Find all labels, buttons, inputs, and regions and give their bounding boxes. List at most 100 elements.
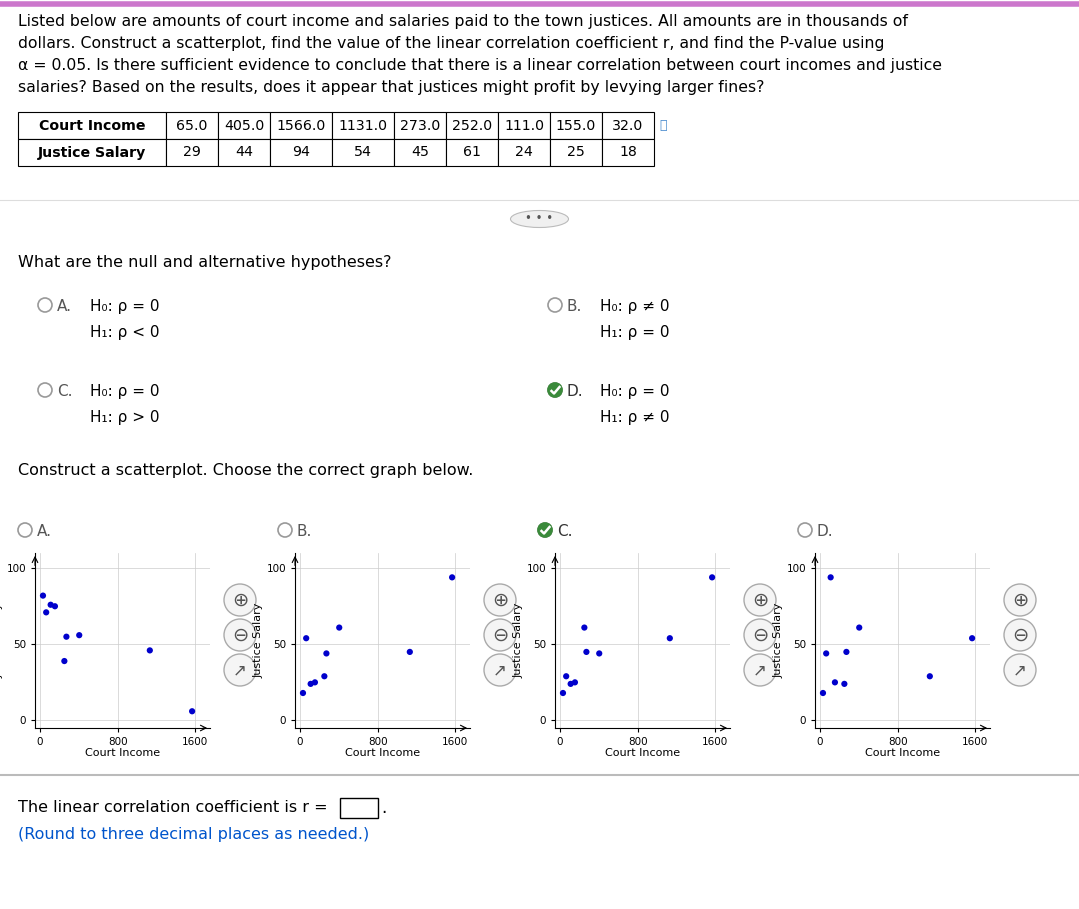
Bar bbox=[218, 139, 270, 166]
Text: 155.0: 155.0 bbox=[556, 118, 596, 133]
Point bbox=[704, 570, 721, 584]
Bar bbox=[218, 112, 270, 139]
Text: H₀: ρ = 0: H₀: ρ = 0 bbox=[90, 384, 160, 399]
Bar bbox=[270, 112, 332, 139]
X-axis label: Court Income: Court Income bbox=[605, 748, 680, 758]
Ellipse shape bbox=[510, 211, 569, 227]
Circle shape bbox=[745, 584, 776, 616]
Point bbox=[827, 675, 844, 690]
Text: ⊖: ⊖ bbox=[752, 625, 768, 644]
Text: 94: 94 bbox=[292, 145, 310, 159]
Bar bbox=[602, 139, 654, 166]
Circle shape bbox=[1003, 619, 1036, 651]
Bar bbox=[18, 139, 166, 166]
Bar bbox=[602, 112, 654, 139]
Circle shape bbox=[548, 383, 562, 397]
Text: (Round to three decimal places as needed.): (Round to three decimal places as needed… bbox=[18, 827, 369, 842]
Text: Justice Salary: Justice Salary bbox=[38, 145, 146, 159]
Text: B.: B. bbox=[566, 299, 583, 314]
Point bbox=[56, 654, 73, 668]
Text: Listed below are amounts of court income and salaries paid to the town justices.: Listed below are amounts of court income… bbox=[18, 14, 909, 29]
Text: C.: C. bbox=[57, 384, 72, 399]
Point bbox=[401, 644, 419, 659]
Point bbox=[295, 685, 312, 700]
Point bbox=[316, 669, 333, 684]
Text: D.: D. bbox=[566, 384, 584, 399]
Text: 29: 29 bbox=[183, 145, 201, 159]
Y-axis label: Justice Salary: Justice Salary bbox=[0, 603, 3, 678]
Point bbox=[555, 685, 572, 700]
Text: 32.0: 32.0 bbox=[613, 118, 644, 133]
Text: H₁: ρ ≠ 0: H₁: ρ ≠ 0 bbox=[600, 410, 669, 425]
Text: H₀: ρ = 0: H₀: ρ = 0 bbox=[90, 299, 160, 314]
Bar bbox=[332, 139, 394, 166]
Text: H₀: ρ = 0: H₀: ρ = 0 bbox=[600, 384, 669, 399]
Text: Construct a scatterplot. Choose the correct graph below.: Construct a scatterplot. Choose the corr… bbox=[18, 463, 474, 478]
Point bbox=[566, 675, 584, 690]
Text: 45: 45 bbox=[411, 145, 429, 159]
Bar bbox=[166, 112, 218, 139]
Bar bbox=[332, 112, 394, 139]
Bar bbox=[498, 112, 550, 139]
Point bbox=[141, 644, 159, 658]
Text: ↗: ↗ bbox=[493, 661, 507, 679]
Bar bbox=[394, 139, 446, 166]
Text: 273.0: 273.0 bbox=[400, 118, 440, 133]
Text: ⊖: ⊖ bbox=[492, 625, 508, 644]
Text: ⊕: ⊕ bbox=[492, 591, 508, 610]
Point bbox=[318, 646, 336, 661]
Text: 252.0: 252.0 bbox=[452, 118, 492, 133]
Text: ⊕: ⊕ bbox=[232, 591, 248, 610]
Text: dollars. Construct a scatterplot, find the value of the linear correlation coeff: dollars. Construct a scatterplot, find t… bbox=[18, 36, 885, 51]
Point bbox=[42, 597, 59, 612]
Point bbox=[818, 646, 835, 661]
Text: A.: A. bbox=[37, 524, 52, 539]
Circle shape bbox=[224, 619, 256, 651]
Circle shape bbox=[745, 654, 776, 686]
Bar bbox=[550, 112, 602, 139]
X-axis label: Court Income: Court Income bbox=[865, 748, 940, 758]
Point bbox=[576, 620, 593, 634]
Bar bbox=[498, 139, 550, 166]
Point bbox=[443, 570, 461, 584]
Bar bbox=[270, 139, 332, 166]
Point bbox=[837, 644, 855, 659]
Text: 44: 44 bbox=[235, 145, 252, 159]
Point bbox=[58, 629, 76, 644]
Point bbox=[964, 631, 981, 645]
Text: 18: 18 bbox=[619, 145, 637, 159]
Circle shape bbox=[484, 619, 516, 651]
Text: What are the null and alternative hypotheses?: What are the null and alternative hypoth… bbox=[18, 255, 392, 270]
Text: ⎘: ⎘ bbox=[659, 119, 667, 132]
Point bbox=[661, 631, 679, 645]
Circle shape bbox=[224, 654, 256, 686]
Text: D.: D. bbox=[817, 524, 834, 539]
Point bbox=[35, 588, 52, 603]
Text: ⊕: ⊕ bbox=[752, 591, 768, 610]
Point bbox=[183, 704, 201, 718]
Text: ↗: ↗ bbox=[753, 661, 767, 679]
Text: 61: 61 bbox=[463, 145, 481, 159]
Text: .: . bbox=[381, 799, 386, 817]
Text: 25: 25 bbox=[568, 145, 585, 159]
X-axis label: Court Income: Court Income bbox=[345, 748, 420, 758]
Text: 54: 54 bbox=[354, 145, 372, 159]
Circle shape bbox=[484, 584, 516, 616]
Text: H₁: ρ < 0: H₁: ρ < 0 bbox=[90, 325, 160, 340]
Bar bbox=[446, 139, 498, 166]
Text: H₁: ρ > 0: H₁: ρ > 0 bbox=[90, 410, 160, 425]
Point bbox=[815, 685, 832, 700]
Text: ⊖: ⊖ bbox=[232, 625, 248, 644]
Bar bbox=[166, 139, 218, 166]
Point bbox=[306, 675, 324, 690]
Text: B.: B. bbox=[297, 524, 313, 539]
Circle shape bbox=[1003, 654, 1036, 686]
Text: Court Income: Court Income bbox=[39, 118, 146, 133]
Text: A.: A. bbox=[57, 299, 72, 314]
Bar bbox=[18, 112, 166, 139]
Text: 1566.0: 1566.0 bbox=[276, 118, 326, 133]
Point bbox=[822, 570, 839, 584]
Bar bbox=[550, 139, 602, 166]
Bar bbox=[394, 112, 446, 139]
Circle shape bbox=[1003, 584, 1036, 616]
